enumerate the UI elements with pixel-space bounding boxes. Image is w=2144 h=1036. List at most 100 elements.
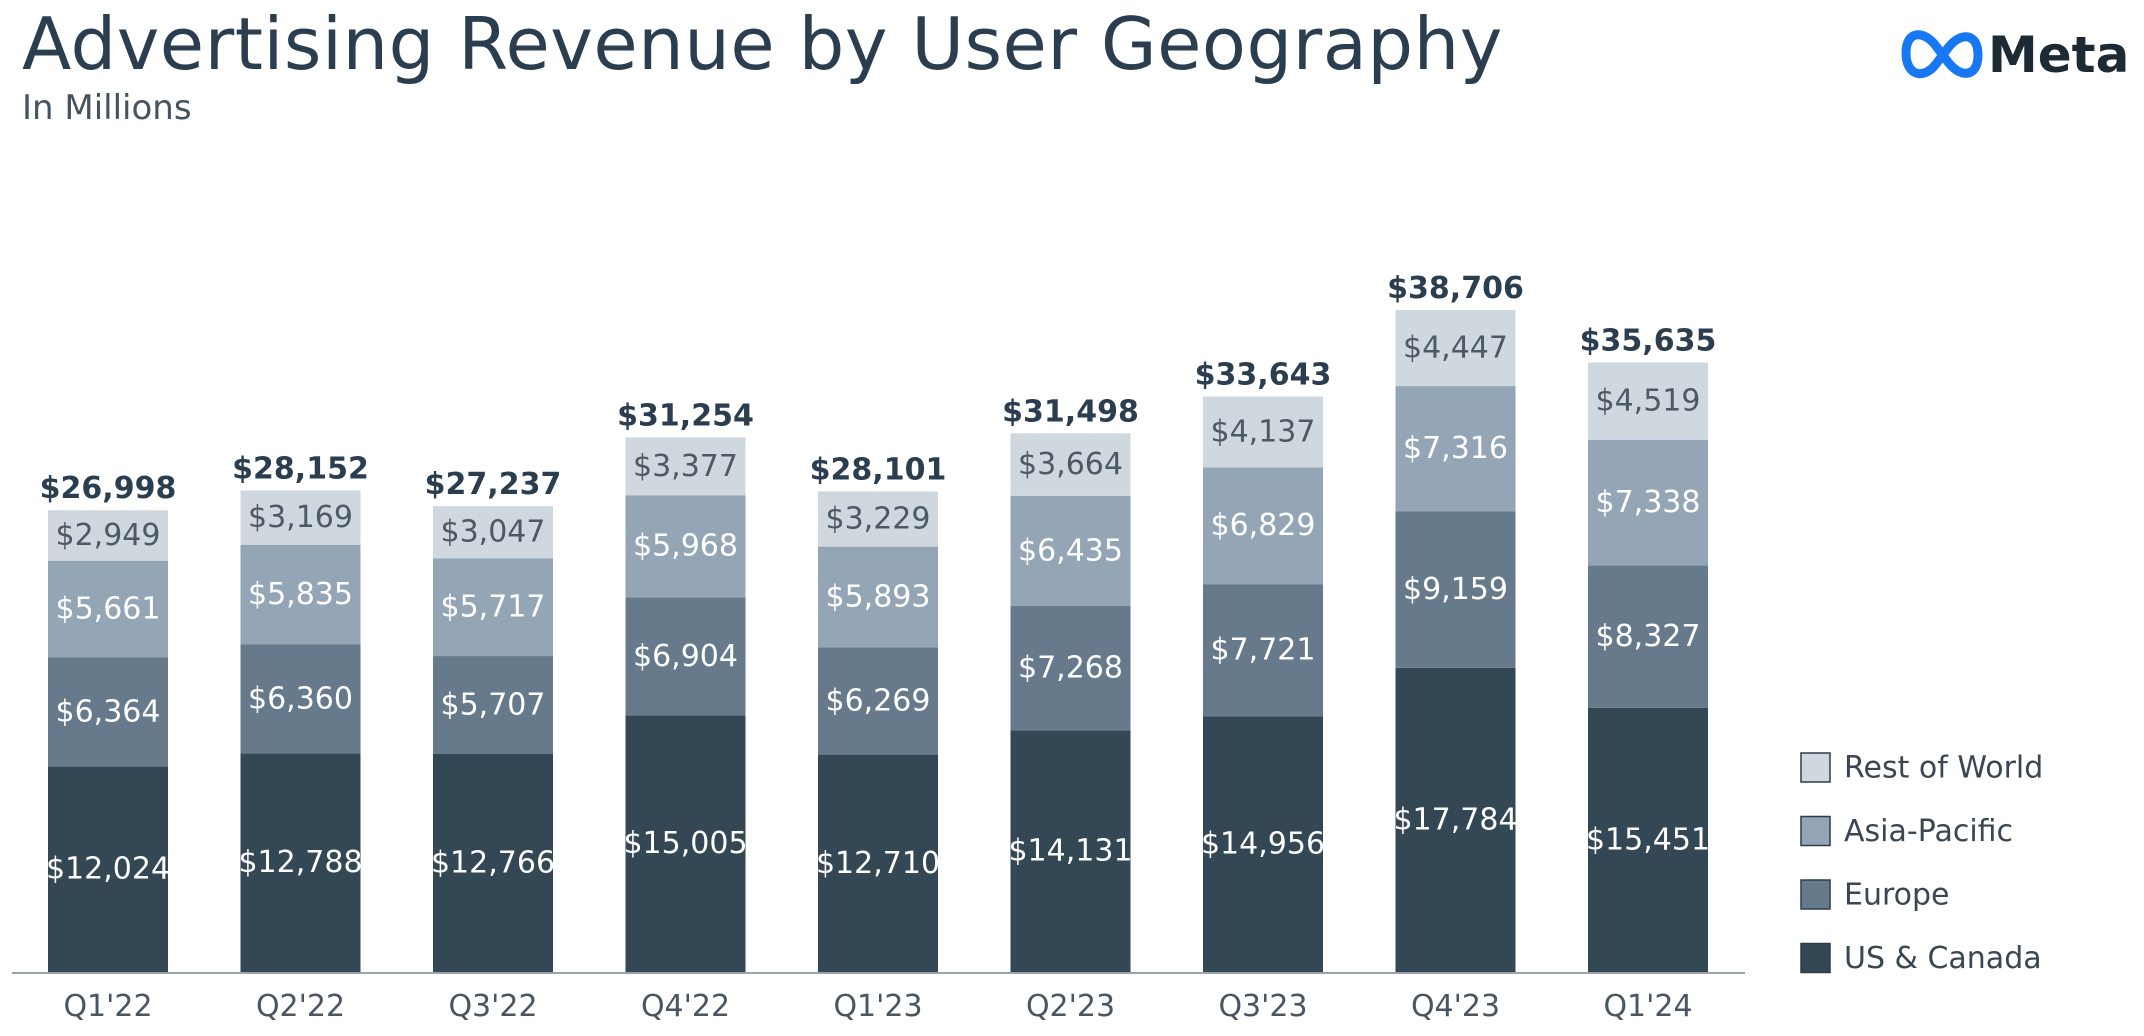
data-label: $3,664 <box>1018 447 1123 482</box>
legend-label: Rest of World <box>1844 751 2043 786</box>
x-tick-label: Q1'22 <box>63 989 152 1024</box>
x-tick-label: Q1'24 <box>1603 989 1692 1024</box>
data-label: $6,269 <box>826 684 931 719</box>
data-label: $7,338 <box>1596 485 1701 520</box>
legend-swatch <box>1800 879 1831 910</box>
legend-swatch <box>1800 752 1831 783</box>
bar-segment-asia-pacific <box>625 495 746 598</box>
data-label: $15,451 <box>1586 822 1710 857</box>
bar-segment-rest-of-world <box>818 491 938 547</box>
bar-segment-europe <box>1588 565 1708 708</box>
bar-segment-asia-pacific <box>1010 495 1131 607</box>
bar-segment-rest-of-world <box>48 510 168 561</box>
data-label: $3,377 <box>633 449 738 484</box>
legend-swatch <box>1800 815 1831 847</box>
bar-segment-asia-pacific <box>240 544 361 645</box>
bar-segment-asia-pacific <box>1203 467 1323 585</box>
x-tick-label: Q2'22 <box>256 989 345 1024</box>
total-label: $33,643 <box>1195 358 1332 393</box>
data-label: $4,519 <box>1596 384 1701 419</box>
bar-segment-us-canada <box>433 753 553 972</box>
bar-segment-rest-of-world <box>1010 433 1131 496</box>
total-label: $28,152 <box>232 452 369 487</box>
meta-wordmark: Meta <box>1988 26 2129 84</box>
bar-segment-asia-pacific <box>1588 439 1708 566</box>
data-label: $12,766 <box>431 845 555 880</box>
data-label: $12,024 <box>46 852 170 887</box>
data-label: $7,268 <box>1018 651 1123 686</box>
bar-segment-us-canada <box>818 754 938 972</box>
bar-segment-europe <box>1395 511 1516 668</box>
bar-segment-rest-of-world <box>1588 362 1708 440</box>
data-label: $15,005 <box>623 826 747 861</box>
bar-segment-asia-pacific <box>1395 386 1516 512</box>
data-label: $4,447 <box>1403 331 1508 366</box>
chart-subtitle: In Millions <box>22 88 192 128</box>
meta-infinity-logo-icon <box>1901 30 1983 79</box>
bar-segment-rest-of-world <box>1203 396 1323 468</box>
x-tick-label: Q3'22 <box>448 989 537 1024</box>
bar-segment-europe <box>625 597 746 716</box>
bar-segment-europe <box>240 644 361 754</box>
bar-segment-us-canada <box>1395 667 1516 972</box>
bar-segment-us-canada <box>240 753 361 972</box>
data-label: $3,047 <box>441 515 546 550</box>
legend-label: US & Canada <box>1844 941 2042 976</box>
bar-segment-us-canada <box>1588 707 1708 972</box>
bar-segment-rest-of-world <box>240 490 361 545</box>
bar-segment-asia-pacific <box>818 546 938 648</box>
data-label: $5,707 <box>441 687 546 722</box>
total-label: $38,706 <box>1387 271 1524 306</box>
total-label: $28,101 <box>810 452 947 487</box>
data-label: $7,316 <box>1403 431 1508 466</box>
data-label: $6,435 <box>1018 533 1123 568</box>
bar-segment-us-canada <box>1203 716 1323 972</box>
data-label: $14,131 <box>1008 834 1132 869</box>
x-tick-label: Q2'23 <box>1026 989 1115 1024</box>
bar-segment-rest-of-world <box>433 506 553 559</box>
bar-segment-us-canada <box>625 715 746 972</box>
bar-segment-europe <box>433 656 553 754</box>
meta-logo: Meta <box>1901 26 2129 84</box>
data-label: $5,968 <box>633 529 738 564</box>
bar-segment-us-canada <box>48 766 168 972</box>
data-label: $3,229 <box>826 501 931 536</box>
data-label: $6,904 <box>633 639 738 674</box>
x-tick-label: Q4'23 <box>1411 989 1500 1024</box>
bar-segment-asia-pacific <box>433 558 553 657</box>
x-tick-label: Q4'22 <box>641 989 730 1024</box>
data-label: $5,835 <box>248 577 353 612</box>
data-label: $12,710 <box>816 846 940 881</box>
data-label: $8,327 <box>1596 619 1701 654</box>
bar-segment-europe <box>48 657 168 767</box>
data-label: $2,949 <box>56 518 161 553</box>
data-label: $3,169 <box>248 500 353 535</box>
data-label: $5,661 <box>56 592 161 627</box>
bar-segment-europe <box>1203 584 1323 717</box>
data-label: $5,893 <box>826 580 931 615</box>
data-label: $9,159 <box>1403 572 1508 607</box>
x-tick-label: Q3'23 <box>1218 989 1307 1024</box>
legend-label: Europe <box>1844 878 1950 913</box>
total-label: $31,498 <box>1002 394 1139 429</box>
bar-segment-rest-of-world <box>625 437 746 496</box>
bar-segment-us-canada <box>1010 730 1131 972</box>
bar-segment-asia-pacific <box>48 560 168 658</box>
data-label: $17,784 <box>1393 802 1517 837</box>
total-label: $26,998 <box>40 471 177 506</box>
data-label: $6,364 <box>56 694 161 729</box>
total-label: $35,635 <box>1580 324 1717 359</box>
bar-segment-rest-of-world <box>1395 310 1516 387</box>
legend-label: Asia-Pacific <box>1844 814 2013 849</box>
data-label: $6,360 <box>248 681 353 716</box>
data-label: $4,137 <box>1211 414 1316 449</box>
data-label: $14,956 <box>1201 827 1325 862</box>
total-label: $31,254 <box>617 398 754 433</box>
bar-segment-europe <box>818 647 938 755</box>
data-label: $6,829 <box>1211 508 1316 543</box>
total-label: $27,237 <box>425 467 562 502</box>
data-label: $12,788 <box>238 845 362 880</box>
x-tick-label: Q1'23 <box>833 989 922 1024</box>
data-label: $7,721 <box>1211 633 1316 668</box>
